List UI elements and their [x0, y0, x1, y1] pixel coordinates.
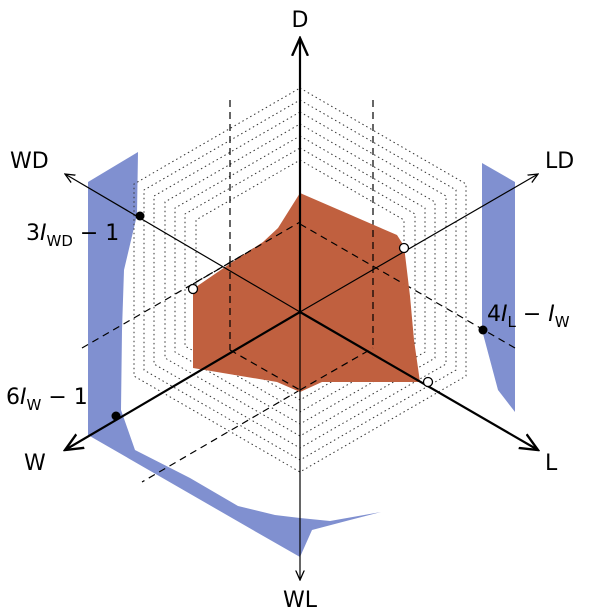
point-l-filled	[478, 325, 488, 335]
point-l-open	[422, 376, 434, 388]
dashed-lines-over-region	[192, 221, 405, 391]
axis-l	[299, 311, 538, 450]
point-wd-open	[187, 283, 199, 295]
annotation-l: 4IL − IW	[487, 302, 570, 331]
axis-label-wd: WD	[10, 149, 49, 174]
boundary-region-right	[482, 163, 515, 412]
axis-label-d: D	[292, 8, 309, 33]
annotation-w: 6IW − 1	[6, 385, 88, 414]
axis-w	[65, 311, 301, 450]
axis-label-wl: WL	[283, 588, 318, 613]
point-wd-filled	[135, 211, 145, 221]
axis-ld	[299, 174, 538, 313]
axes	[65, 38, 538, 580]
axis-label-w: W	[24, 451, 46, 476]
boundary-region-left	[88, 152, 381, 557]
axis-wd	[65, 174, 301, 313]
axis-label-ld: LD	[545, 149, 574, 174]
axis-label-l: L	[545, 451, 558, 476]
annotation-wd: 3IWD − 1	[26, 221, 119, 250]
point-ld-open	[398, 242, 410, 254]
point-w-filled	[111, 411, 121, 421]
